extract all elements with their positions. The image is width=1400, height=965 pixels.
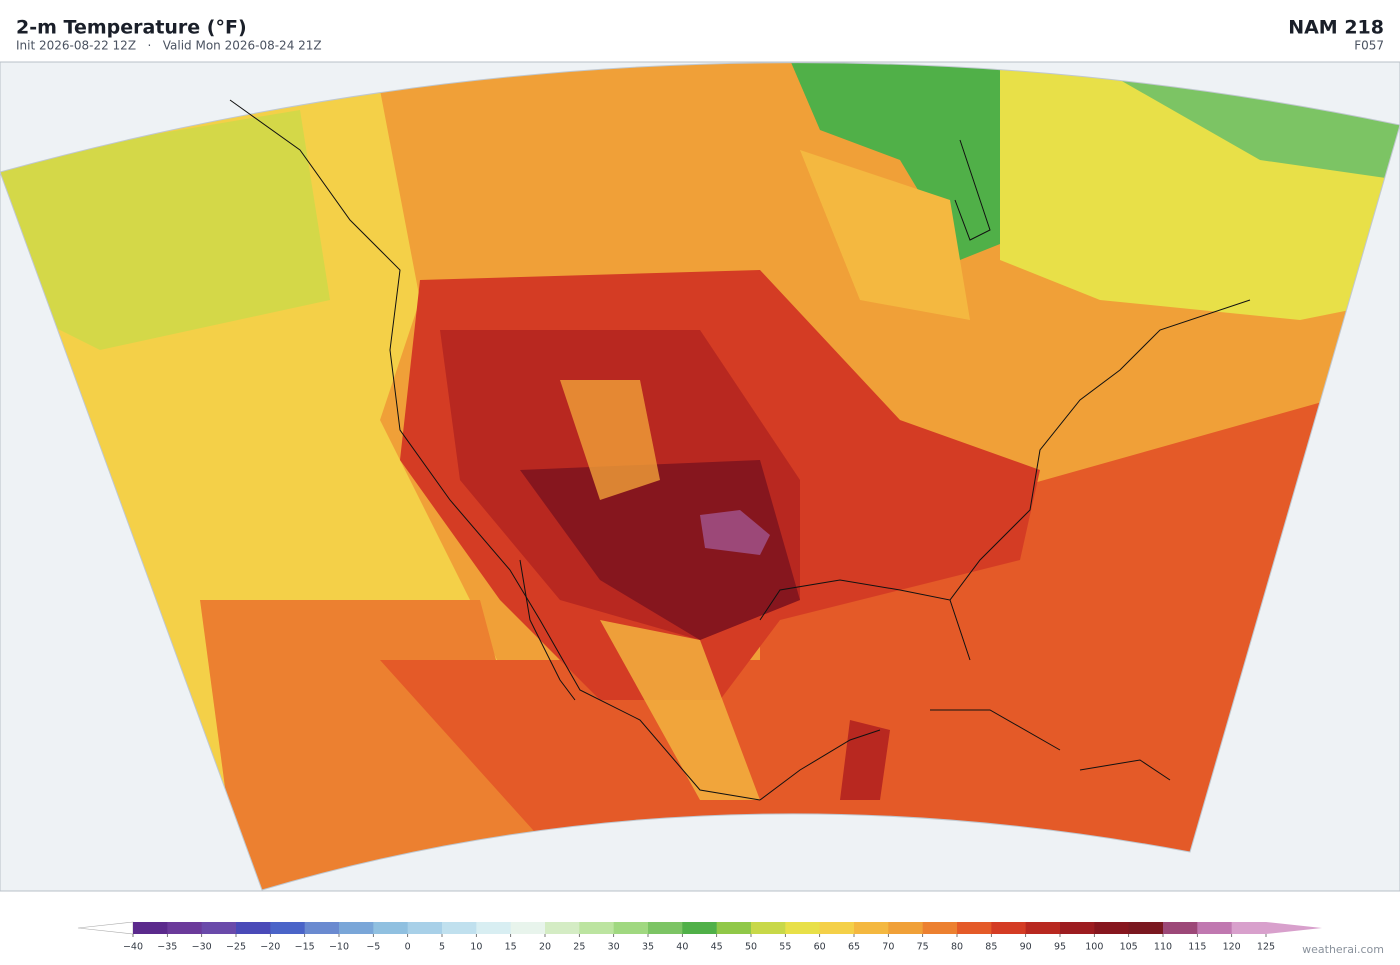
color-swatch (922, 922, 958, 934)
color-swatch (1128, 922, 1164, 934)
color-swatch (957, 922, 992, 934)
colorbar: −40 −35 −30 −25 −20 −15 −10 −5 0 5 10 15 20 25 30 35 40 4… (77, 921, 1322, 953)
tick-label: 90 (1020, 942, 1032, 953)
tick-label: 110 (1154, 942, 1172, 953)
colorbar-over (1266, 922, 1322, 934)
tick-label: 100 (1085, 942, 1103, 953)
color-swatch (1163, 922, 1198, 934)
tick-label: 95 (1054, 942, 1066, 953)
tick-label: 5 (439, 942, 445, 953)
color-swatch (1025, 922, 1061, 934)
tick-label: −15 (295, 942, 315, 953)
title: 2-m Temperature (°F) (16, 17, 247, 39)
tick-label: 85 (985, 942, 997, 953)
tick-label: 35 (642, 942, 654, 953)
color-swatch (510, 922, 546, 934)
color-swatch (1231, 922, 1267, 934)
tick-label: 20 (539, 942, 551, 953)
subtitle: Init 2026-08-22 12Z · Valid Mon 2026-08-… (16, 39, 322, 53)
tick-label: −10 (329, 942, 349, 953)
tick-label: −20 (260, 942, 280, 953)
color-swatch (373, 922, 409, 934)
color-swatch (270, 922, 306, 934)
tick-label: 105 (1120, 942, 1138, 953)
domain-outline (0, 62, 1400, 891)
color-swatch (682, 922, 718, 934)
tick-label: 30 (608, 942, 620, 953)
map (0, 61, 1400, 892)
color-swatch (304, 922, 340, 934)
tick-label: 70 (882, 942, 894, 953)
tick-label: −25 (226, 942, 246, 953)
color-swatch (545, 922, 580, 934)
tick-label: 125 (1257, 942, 1275, 953)
colorbar-under (77, 921, 134, 935)
color-swatch (476, 922, 512, 934)
tick-label: −40 (123, 942, 143, 953)
color-swatch (339, 922, 374, 934)
color-swatch (648, 922, 683, 934)
tick-label: 50 (745, 942, 757, 953)
tick-label: 120 (1223, 942, 1241, 953)
tick-label: −30 (192, 942, 212, 953)
color-swatch (236, 922, 271, 934)
tick-label: 65 (848, 942, 860, 953)
color-swatch (1060, 922, 1095, 934)
tick-label: 15 (505, 942, 517, 953)
tick-label: 55 (779, 942, 791, 953)
tick-label: 80 (951, 942, 963, 953)
tick-label: 75 (917, 942, 929, 953)
color-swatch (407, 922, 443, 934)
color-swatch (751, 922, 786, 934)
color-swatch (613, 922, 649, 934)
color-swatch (1197, 922, 1233, 934)
color-swatch (167, 922, 203, 934)
color-swatch (579, 922, 615, 934)
tick-label: −35 (157, 942, 177, 953)
watermark: weatherai.com (1302, 943, 1384, 956)
tick-label: 115 (1188, 942, 1206, 953)
color-swatch (888, 922, 924, 934)
tick-label: −5 (366, 942, 380, 953)
color-swatch (1094, 922, 1130, 934)
color-swatch (854, 922, 889, 934)
color-swatch (785, 922, 821, 934)
tick-label: 40 (676, 942, 688, 953)
tick-label: 60 (814, 942, 826, 953)
tick-label: 10 (470, 942, 482, 953)
model-name: NAM 218 (1288, 17, 1384, 39)
color-swatch (201, 922, 237, 934)
tick-label: 45 (711, 942, 723, 953)
color-swatch (133, 922, 168, 934)
color-swatch (991, 922, 1027, 934)
tick-label: 0 (405, 942, 411, 953)
color-swatch (442, 922, 477, 934)
color-swatch (819, 922, 855, 934)
coastlines (229, 99, 1251, 801)
tick-label: 25 (573, 942, 585, 953)
color-swatch (716, 922, 752, 934)
forecast-hour: F057 (1354, 39, 1384, 53)
